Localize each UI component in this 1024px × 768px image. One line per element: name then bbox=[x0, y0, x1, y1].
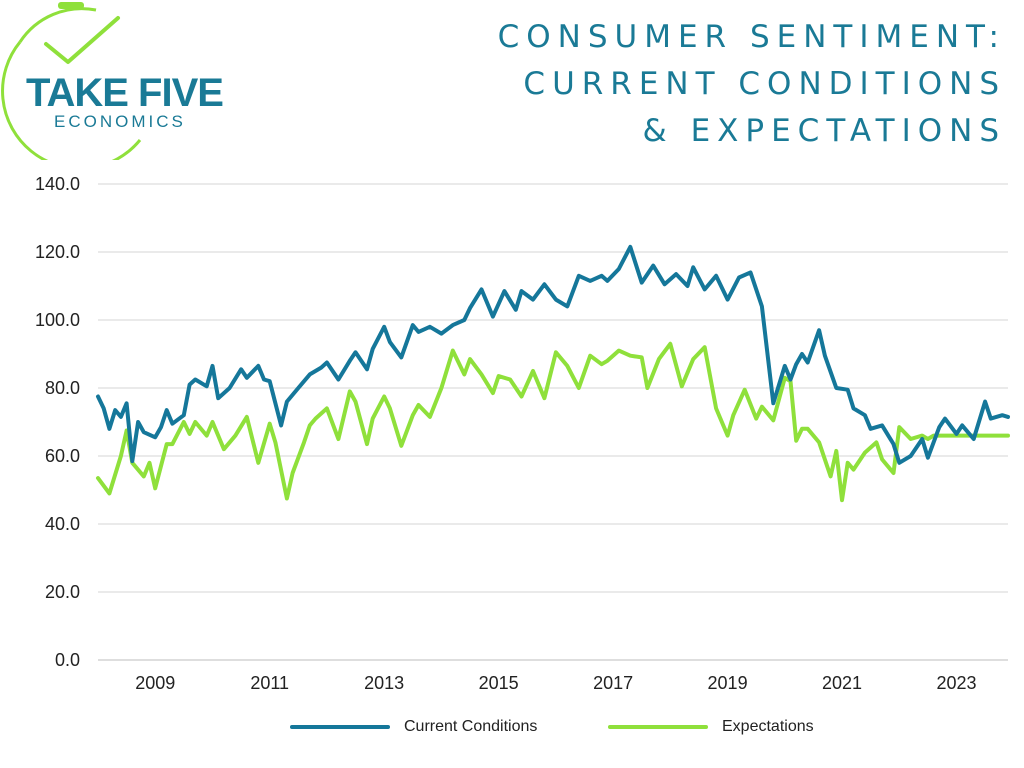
series-line-current-conditions bbox=[96, 244, 1010, 465]
legend-item-current: Current Conditions bbox=[290, 713, 537, 741]
legend-swatch-current bbox=[290, 725, 390, 729]
legend-swatch-expectations bbox=[608, 725, 708, 729]
title-line-3: & EXPECTATIONS bbox=[642, 113, 1006, 149]
x-tick-label: 2023 bbox=[936, 673, 976, 693]
legend-label-current: Current Conditions bbox=[404, 718, 538, 735]
x-tick-label: 2021 bbox=[822, 673, 862, 693]
x-tick-label: 2015 bbox=[479, 673, 519, 693]
x-tick-label: 2009 bbox=[135, 673, 175, 693]
title-line-1: CONSUMER SENTIMENT: bbox=[497, 19, 1006, 55]
logo-name-top: TAKE FIVE bbox=[26, 71, 223, 115]
y-tick-label: 120.0 bbox=[35, 242, 80, 262]
legend-label-expectations: Expectations bbox=[722, 718, 814, 735]
chart-title: CONSUMER SENTIMENT: CURRENT CONDITIONS &… bbox=[366, 14, 1006, 155]
legend-item-expectations: Expectations bbox=[608, 713, 814, 741]
logo-name-bottom: ECONOMICS bbox=[54, 112, 186, 131]
y-tick-label: 60.0 bbox=[45, 446, 80, 466]
y-tick-label: 20.0 bbox=[45, 582, 80, 602]
line-chart: 0.0 20.0 40.0 60.0 80.0 100.0 120.0 140.0 2009 2… bbox=[35, 174, 1010, 693]
y-tick-label: 140.0 bbox=[35, 174, 80, 194]
x-tick-label: 2013 bbox=[364, 673, 404, 693]
y-tick-label: 100.0 bbox=[35, 310, 80, 330]
x-tick-label: 2011 bbox=[250, 673, 289, 693]
title-line-2: CURRENT CONDITIONS bbox=[523, 66, 1006, 102]
legend: Current Conditions Expectations bbox=[0, 713, 1024, 741]
y-tick-label: 40.0 bbox=[45, 514, 80, 534]
y-tick-label: 0.0 bbox=[55, 650, 80, 670]
y-tick-label: 80.0 bbox=[45, 378, 80, 398]
take-five-logo: TAKE FIVE ECONOMICS bbox=[0, 0, 270, 170]
x-tick-label: 2019 bbox=[708, 673, 748, 693]
stopwatch-check-icon: TAKE FIVE ECONOMICS bbox=[1, 2, 224, 170]
x-tick-label: 2017 bbox=[593, 673, 633, 693]
series-line-expectations bbox=[96, 341, 1010, 503]
